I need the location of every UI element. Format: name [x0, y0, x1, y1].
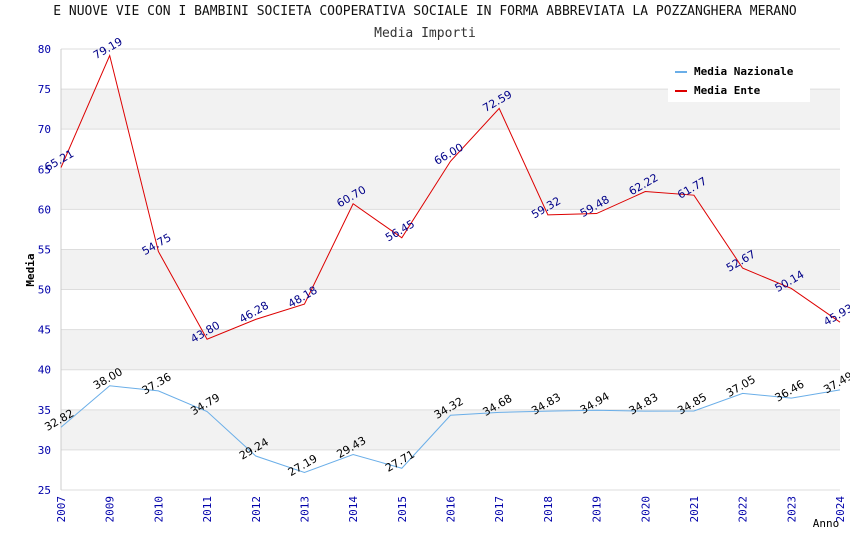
- legend-label-media-nazionale: Media Nazionale: [694, 65, 794, 78]
- legend: Media Nazionale Media Ente: [668, 58, 810, 102]
- chart-title: E NUOVE VIE CON I BAMBINI SOCIETA COOPER…: [53, 4, 797, 19]
- x-tick-label: 2013: [298, 496, 311, 523]
- y-tick-label: 35: [38, 404, 51, 417]
- x-tick-label: 2024: [834, 496, 847, 523]
- series-line-media-nazionale: [60, 385, 841, 473]
- y-tick-label: 30: [38, 444, 51, 457]
- x-tick-label: 2020: [639, 496, 652, 523]
- x-tick-label: 2009: [104, 496, 117, 523]
- plot-background-bands: [60, 48, 840, 491]
- plot-band: [61, 329, 840, 370]
- plot-band: [61, 289, 840, 330]
- y-tick-label: 25: [38, 484, 51, 497]
- y-axis-ticks: 25 30 35 40 45 50 55 60 65 70 75 80: [38, 43, 51, 497]
- y-tick-label: 55: [38, 243, 51, 256]
- x-tick-label: 2012: [250, 496, 263, 523]
- x-tick-label: 2019: [591, 496, 604, 523]
- x-axis-ticks: 2007 2009 2010 2011 2012 2013 2014 2015 2016 2017…: [55, 496, 847, 523]
- x-tick-label: 2023: [785, 496, 798, 523]
- plot-band: [61, 369, 840, 410]
- y-tick-label: 65: [38, 163, 51, 176]
- x-tick-label: 2016: [445, 496, 458, 523]
- x-tick-label: 2021: [688, 496, 701, 523]
- series-lines: [60, 53, 841, 473]
- x-tick-label: 2007: [55, 496, 68, 523]
- x-tick-label: 2014: [347, 496, 360, 523]
- x-tick-label: 2017: [493, 496, 506, 523]
- y-axis-title: Media: [24, 253, 37, 286]
- y-tick-label: 60: [38, 203, 51, 216]
- x-tick-label: 2011: [201, 496, 214, 523]
- legend-label-media-ente: Media Ente: [694, 84, 761, 97]
- plot-band: [61, 169, 840, 210]
- series-line-media-ente: [60, 53, 841, 340]
- x-tick-label: 2022: [737, 496, 750, 523]
- plot-band: [61, 129, 840, 170]
- plot-band: [61, 209, 840, 250]
- plot-band: [61, 449, 840, 490]
- y-tick-label: 50: [38, 284, 51, 297]
- x-tick-label: 2015: [396, 496, 409, 523]
- y-tick-label: 40: [38, 364, 51, 377]
- plot-band: [61, 249, 840, 290]
- y-tick-label: 75: [38, 83, 51, 96]
- plot-band: [61, 409, 840, 450]
- y-tick-label: 45: [38, 324, 51, 337]
- x-tick-label: 2010: [152, 496, 165, 523]
- chart-subtitle: Media Importi: [374, 26, 476, 41]
- y-tick-label: 70: [38, 123, 51, 136]
- x-axis-title: Anno: [813, 517, 840, 530]
- x-tick-label: 2018: [542, 496, 555, 523]
- y-tick-label: 80: [38, 43, 51, 56]
